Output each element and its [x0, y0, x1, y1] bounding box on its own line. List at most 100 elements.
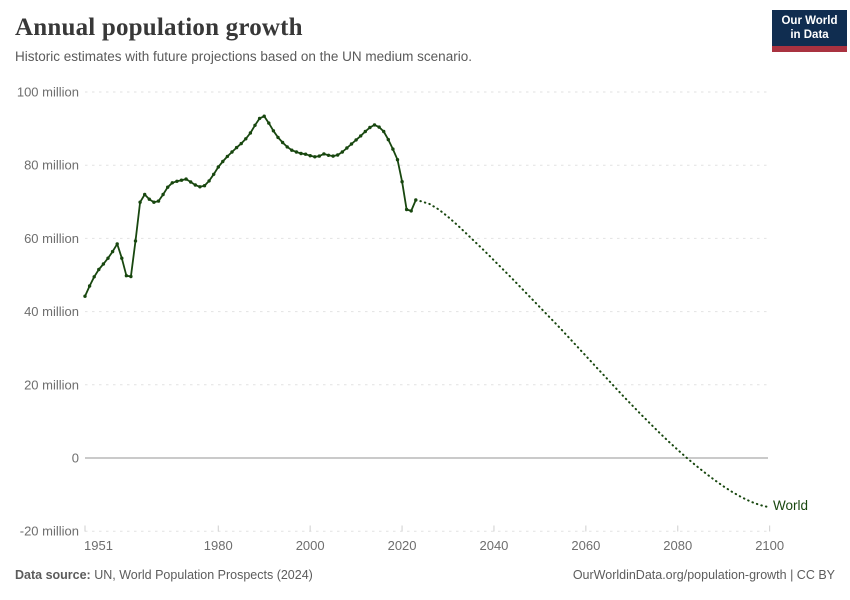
data-source-text: UN, World Population Prospects (2024): [90, 568, 313, 582]
y-axis-label: 80 million: [24, 158, 79, 173]
y-axis-label: 100 million: [17, 85, 79, 100]
historic-point: [395, 158, 400, 162]
historic-point: [267, 121, 271, 125]
historic-point: [262, 114, 266, 118]
historic-point: [248, 131, 253, 135]
historic-point: [106, 256, 110, 260]
historic-point: [115, 242, 119, 246]
historic-point: [234, 145, 239, 150]
chart-subtitle: Historic estimates with future projectio…: [15, 49, 472, 64]
historic-point: [221, 159, 225, 164]
historic-point: [340, 150, 344, 154]
historic-point: [83, 294, 87, 298]
historic-point: [363, 129, 367, 134]
historic-point: [110, 249, 115, 254]
historic-point: [377, 125, 381, 129]
historic-point: [382, 129, 386, 134]
historic-point: [336, 153, 340, 157]
historic-point: [225, 154, 230, 159]
owid-logo-text: Our World in Data: [772, 10, 847, 46]
historic-point: [359, 134, 363, 138]
historic-point: [184, 177, 188, 181]
series-label-world: World: [773, 498, 809, 513]
x-axis-label: 2020: [388, 538, 417, 553]
historic-point: [400, 180, 404, 184]
owid-logo-red-bar: [772, 46, 847, 52]
historic-point: [299, 151, 303, 156]
historic-point: [308, 154, 312, 158]
historic-point: [230, 150, 234, 154]
historic-point: [322, 152, 326, 156]
historic-point: [331, 154, 335, 158]
x-axis-label: 2040: [479, 538, 508, 553]
historic-point: [345, 146, 349, 150]
historic-point: [124, 274, 129, 278]
historic-point: [97, 267, 101, 272]
historic-point: [386, 137, 390, 142]
y-axis-label: -20 million: [20, 524, 79, 539]
historic-point: [391, 147, 395, 151]
chart-footer: Data source: UN, World Population Prospe…: [15, 568, 835, 582]
historic-line: [84, 115, 417, 297]
historic-point: [87, 284, 92, 288]
historic-point: [303, 152, 308, 156]
historic-point: [294, 150, 299, 154]
x-axis-label: 2100: [755, 538, 784, 553]
historic-point: [239, 141, 243, 146]
x-axis-label: 2080: [663, 538, 692, 553]
owid-logo-line2: in Data: [790, 29, 829, 41]
historic-point: [175, 179, 179, 183]
historic-point: [161, 192, 165, 197]
historic-point: [179, 178, 184, 182]
historic-point: [244, 137, 248, 141]
historic-point: [349, 142, 354, 146]
historic-point: [414, 198, 418, 202]
historic-point: [198, 185, 202, 189]
historic-point: [133, 239, 138, 243]
historic-point: [101, 262, 106, 266]
historic-point: [280, 140, 285, 145]
x-axis-label: 1980: [204, 538, 233, 553]
historic-point: [271, 129, 276, 133]
historic-point: [253, 123, 257, 128]
historic-point: [120, 256, 124, 260]
historic-point: [404, 207, 409, 212]
owid-logo-line1: Our World: [781, 15, 838, 27]
y-axis-label: 0: [72, 451, 79, 466]
y-axis-label: 40 million: [24, 304, 79, 319]
data-source: Data source: UN, World Population Prospe…: [15, 568, 313, 582]
historic-point: [285, 145, 289, 149]
x-axis-label: 1951: [84, 538, 113, 553]
owid-logo[interactable]: Our World in Data: [772, 10, 847, 52]
footer-link[interactable]: OurWorldinData.org/population-growth | C…: [572, 568, 835, 582]
historic-point: [189, 180, 193, 184]
historic-point: [193, 183, 197, 187]
historic-point: [276, 135, 280, 140]
historic-point: [216, 165, 220, 169]
historic-point: [143, 192, 147, 197]
page-title: Annual population growth: [15, 14, 303, 41]
historic-point: [313, 155, 317, 159]
y-axis-label: 60 million: [24, 231, 79, 246]
x-axis-label: 2060: [571, 538, 600, 553]
historic-point: [257, 116, 262, 121]
y-axis-label: 20 million: [24, 377, 79, 392]
projection-line: [414, 199, 771, 509]
historic-point: [317, 154, 321, 158]
historic-point: [138, 200, 142, 204]
historic-point: [92, 275, 96, 279]
historic-point: [368, 125, 372, 130]
historic-point: [212, 172, 216, 176]
historic-point: [166, 185, 170, 189]
historic-point: [326, 153, 331, 157]
historic-point: [202, 184, 207, 188]
historic-point: [290, 148, 294, 152]
x-axis-label: 2000: [296, 538, 325, 553]
historic-point: [409, 209, 413, 213]
historic-point: [152, 200, 156, 204]
historic-point: [170, 181, 174, 185]
historic-point: [156, 199, 161, 203]
data-source-label: Data source:: [15, 568, 91, 582]
historic-point: [354, 138, 358, 142]
